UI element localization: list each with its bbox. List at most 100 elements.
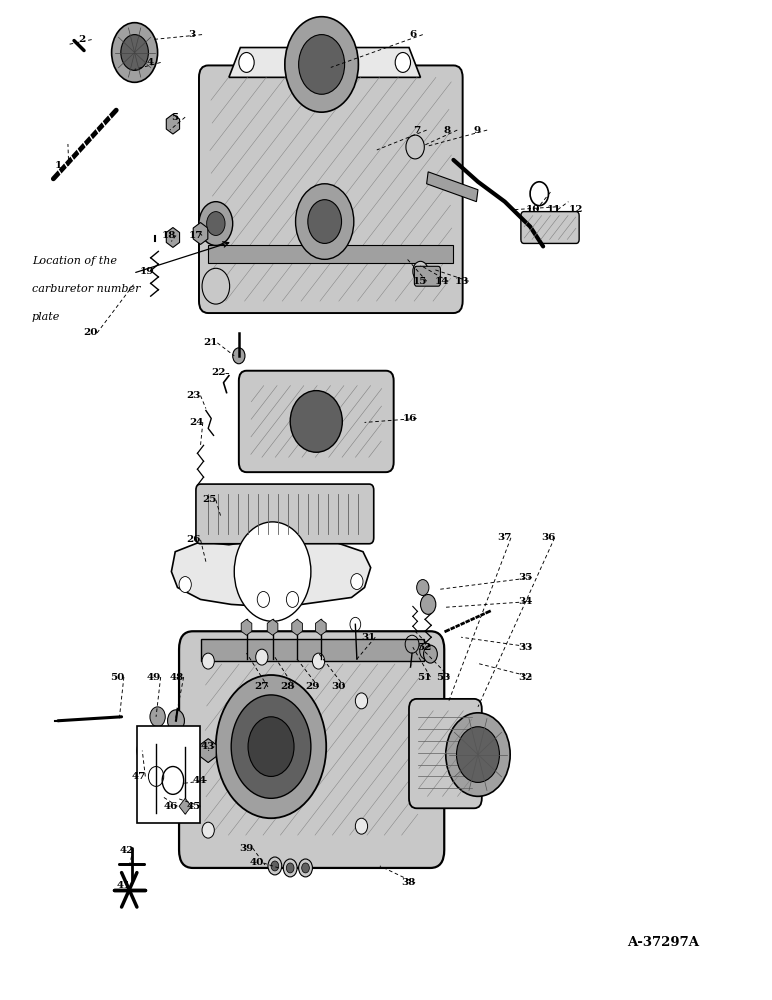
Text: 32: 32: [518, 673, 532, 682]
Text: 44: 44: [193, 776, 207, 785]
Polygon shape: [171, 538, 371, 606]
Text: 31: 31: [361, 633, 376, 642]
Polygon shape: [427, 172, 478, 202]
Text: 41: 41: [117, 881, 130, 890]
Circle shape: [216, 675, 327, 818]
Text: 26: 26: [187, 535, 201, 544]
FancyBboxPatch shape: [179, 631, 444, 868]
Circle shape: [232, 348, 245, 364]
Text: 14: 14: [435, 277, 449, 286]
Text: carburetor number: carburetor number: [32, 284, 141, 294]
Text: 53: 53: [436, 673, 450, 682]
Text: A-37297A: A-37297A: [628, 936, 699, 949]
Text: 34: 34: [518, 597, 532, 606]
Circle shape: [231, 695, 311, 798]
Bar: [208, 245, 453, 263]
Text: 50: 50: [110, 673, 124, 682]
Text: 43: 43: [201, 742, 215, 751]
Circle shape: [268, 857, 282, 875]
Circle shape: [168, 710, 185, 732]
Circle shape: [137, 738, 157, 764]
Circle shape: [424, 645, 438, 663]
Circle shape: [199, 202, 232, 245]
Text: 39: 39: [239, 844, 253, 853]
Text: 21: 21: [204, 338, 218, 347]
Circle shape: [120, 35, 148, 70]
Circle shape: [350, 574, 363, 589]
Text: 22: 22: [212, 368, 225, 377]
Text: 42: 42: [120, 846, 134, 855]
Text: 6: 6: [409, 30, 416, 39]
Text: 38: 38: [401, 878, 415, 887]
Text: 2: 2: [78, 35, 85, 44]
Text: 17: 17: [188, 231, 203, 240]
Text: 9: 9: [473, 126, 480, 135]
Circle shape: [299, 859, 313, 877]
Text: 25: 25: [202, 495, 216, 504]
Circle shape: [313, 653, 325, 669]
Text: 48: 48: [170, 673, 184, 682]
Text: 49: 49: [147, 673, 161, 682]
Circle shape: [286, 591, 299, 607]
FancyBboxPatch shape: [196, 484, 374, 544]
FancyBboxPatch shape: [199, 65, 462, 313]
Text: 13: 13: [455, 277, 469, 286]
Text: 8: 8: [443, 126, 451, 135]
Bar: [137, 726, 200, 823]
Text: 37: 37: [497, 533, 512, 542]
Text: 16: 16: [403, 414, 418, 423]
Circle shape: [406, 135, 425, 159]
Circle shape: [239, 52, 254, 72]
Ellipse shape: [290, 391, 342, 452]
Circle shape: [421, 594, 436, 614]
Circle shape: [445, 713, 510, 796]
Text: 4: 4: [147, 58, 154, 67]
Circle shape: [283, 859, 297, 877]
Text: 20: 20: [83, 328, 98, 337]
Circle shape: [420, 643, 432, 659]
Circle shape: [355, 818, 367, 834]
Text: 35: 35: [518, 573, 532, 582]
Text: 24: 24: [189, 418, 203, 427]
Text: Location of the: Location of the: [32, 256, 117, 266]
Text: 40: 40: [249, 858, 264, 867]
Circle shape: [417, 580, 429, 595]
Circle shape: [202, 268, 229, 304]
Text: 3: 3: [188, 30, 195, 39]
Text: plate: plate: [32, 312, 60, 322]
Circle shape: [308, 200, 341, 243]
Text: 33: 33: [518, 643, 532, 652]
Circle shape: [248, 717, 294, 776]
Text: 52: 52: [417, 643, 431, 652]
Text: 10: 10: [526, 205, 540, 214]
Circle shape: [257, 591, 269, 607]
Circle shape: [395, 52, 411, 72]
Text: 36: 36: [541, 533, 555, 542]
Circle shape: [299, 35, 344, 94]
FancyBboxPatch shape: [415, 266, 440, 286]
Text: 46: 46: [164, 802, 178, 811]
Text: 23: 23: [187, 391, 201, 400]
FancyBboxPatch shape: [521, 212, 579, 243]
Circle shape: [296, 184, 354, 259]
Circle shape: [456, 727, 499, 782]
FancyBboxPatch shape: [409, 699, 482, 808]
Text: 29: 29: [305, 682, 319, 691]
FancyBboxPatch shape: [239, 371, 394, 472]
Text: 11: 11: [547, 205, 561, 214]
Circle shape: [256, 649, 268, 665]
Text: 5: 5: [171, 113, 178, 122]
Polygon shape: [229, 48, 421, 77]
Text: 18: 18: [162, 231, 177, 240]
Circle shape: [207, 212, 225, 235]
Circle shape: [413, 261, 428, 281]
Text: 1: 1: [55, 161, 62, 170]
Text: 19: 19: [139, 267, 154, 276]
Circle shape: [355, 693, 367, 709]
Text: 45: 45: [187, 802, 201, 811]
Text: 7: 7: [413, 126, 420, 135]
Text: 51: 51: [417, 673, 431, 682]
Text: 30: 30: [331, 682, 345, 691]
Circle shape: [271, 861, 279, 871]
Circle shape: [285, 17, 358, 112]
